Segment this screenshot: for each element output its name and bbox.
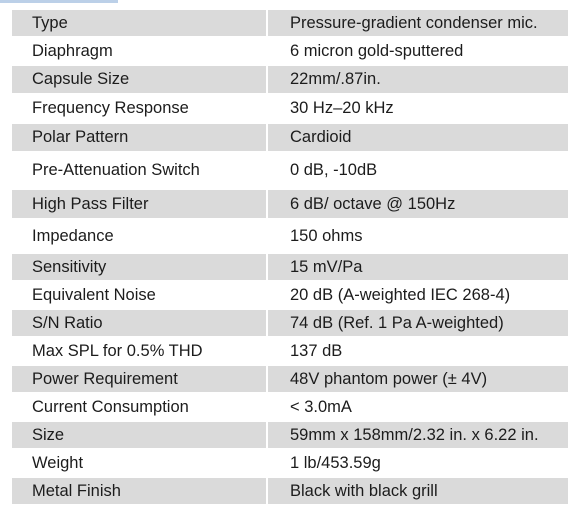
- spec-label: S/N Ratio: [12, 308, 268, 338]
- spec-value: Black with black grill: [267, 476, 568, 506]
- spec-row-frequency-response: Frequency Response 30 Hz–20 kHz: [12, 93, 568, 124]
- spec-row-weight: Weight 1 lb/453.59g: [12, 448, 568, 478]
- spec-row-polar-pattern: Polar Pattern Cardioid: [12, 122, 568, 153]
- spec-value: 59mm x 158mm/2.32 in. x 6.22 in.: [267, 420, 568, 450]
- spec-label: Frequency Response: [12, 93, 268, 124]
- spec-value: < 3.0mA: [267, 392, 568, 422]
- spec-row-current-consumption: Current Consumption < 3.0mA: [12, 392, 568, 422]
- spec-row-capsule-size: Capsule Size 22mm/.87in.: [12, 64, 568, 95]
- spec-label: Current Consumption: [12, 392, 268, 422]
- spec-value: 6 micron gold-sputtered: [267, 36, 568, 66]
- spec-label: Polar Pattern: [12, 122, 268, 153]
- spec-value: 0 dB, -10dB: [267, 151, 568, 190]
- spec-value: 137 dB: [267, 336, 568, 366]
- spec-label: Pre-Attenuation Switch: [12, 151, 268, 190]
- spec-row-high-pass-filter: High Pass Filter 6 dB/ octave @ 150Hz: [12, 188, 568, 220]
- header-accent-bar: [0, 0, 118, 3]
- spec-table: Type Pressure-gradient condenser mic. Di…: [12, 8, 568, 506]
- spec-label: Power Requirement: [12, 364, 268, 394]
- spec-value: 74 dB (Ref. 1 Pa A-weighted): [267, 308, 568, 338]
- spec-row-size: Size 59mm x 158mm/2.32 in. x 6.22 in.: [12, 420, 568, 450]
- spec-label: Equivalent Noise: [12, 280, 268, 310]
- spec-value: 22mm/.87in.: [267, 64, 568, 95]
- spec-row-sn-ratio: S/N Ratio 74 dB (Ref. 1 Pa A-weighted): [12, 308, 568, 338]
- spec-value: 1 lb/453.59g: [267, 448, 568, 478]
- spec-label: Impedance: [12, 218, 268, 254]
- spec-table-body: Type Pressure-gradient condenser mic. Di…: [12, 8, 568, 506]
- spec-row-equivalent-noise: Equivalent Noise 20 dB (A-weighted IEC 2…: [12, 280, 568, 310]
- spec-value: 48V phantom power (± 4V): [267, 364, 568, 394]
- spec-row-diaphragm: Diaphragm 6 micron gold-sputtered: [12, 36, 568, 66]
- spec-row-type: Type Pressure-gradient condenser mic.: [12, 8, 568, 38]
- spec-value: 150 ohms: [267, 218, 568, 254]
- spec-label: Metal Finish: [12, 476, 268, 506]
- spec-row-power-requirement: Power Requirement 48V phantom power (± 4…: [12, 364, 568, 394]
- spec-value: 15 mV/Pa: [267, 252, 568, 282]
- spec-value: Pressure-gradient condenser mic.: [267, 8, 568, 38]
- spec-row-metal-finish: Metal Finish Black with black grill: [12, 476, 568, 506]
- spec-label: Max SPL for 0.5% THD: [12, 336, 268, 366]
- spec-label: Capsule Size: [12, 64, 268, 95]
- spec-label: Type: [12, 8, 268, 38]
- spec-row-sensitivity: Sensitivity 15 mV/Pa: [12, 252, 568, 282]
- spec-value: 20 dB (A-weighted IEC 268-4): [267, 280, 568, 310]
- spec-label: High Pass Filter: [12, 188, 268, 220]
- spec-label: Size: [12, 420, 268, 450]
- spec-value: 30 Hz–20 kHz: [267, 93, 568, 124]
- spec-value: Cardioid: [267, 122, 568, 153]
- spec-label: Sensitivity: [12, 252, 268, 282]
- spec-row-pre-attenuation-switch: Pre-Attenuation Switch 0 dB, -10dB: [12, 151, 568, 190]
- spec-row-max-spl: Max SPL for 0.5% THD 137 dB: [12, 336, 568, 366]
- spec-value: 6 dB/ octave @ 150Hz: [267, 188, 568, 220]
- spec-label: Weight: [12, 448, 268, 478]
- spec-label: Diaphragm: [12, 36, 268, 66]
- spec-row-impedance: Impedance 150 ohms: [12, 218, 568, 254]
